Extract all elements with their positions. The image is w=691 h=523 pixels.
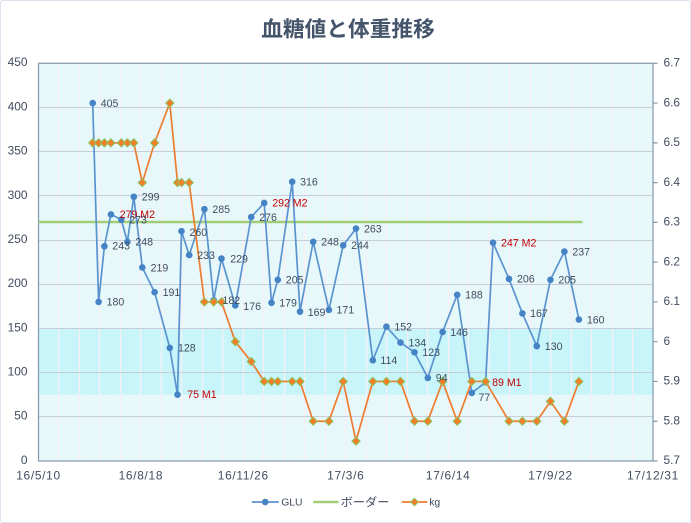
svg-text:134: 134 [409, 337, 427, 349]
svg-text:400: 400 [8, 99, 28, 113]
svg-text:94: 94 [436, 373, 448, 385]
svg-text:229: 229 [230, 253, 248, 265]
svg-text:260: 260 [190, 227, 208, 239]
svg-text:350: 350 [8, 144, 28, 158]
svg-text:17/6/14: 17/6/14 [426, 469, 471, 483]
svg-text:5.9: 5.9 [664, 374, 681, 388]
svg-text:5.8: 5.8 [664, 413, 681, 427]
svg-text:146: 146 [450, 327, 468, 339]
svg-text:188: 188 [465, 290, 483, 302]
svg-text:6.5: 6.5 [664, 135, 681, 149]
svg-text:200: 200 [8, 276, 28, 290]
svg-text:89 M1: 89 M1 [492, 377, 522, 389]
svg-text:299: 299 [142, 192, 160, 204]
svg-text:191: 191 [163, 287, 181, 299]
svg-text:kg: kg [429, 498, 440, 509]
svg-text:100: 100 [8, 365, 28, 379]
svg-text:150: 150 [8, 320, 28, 334]
svg-text:130: 130 [545, 341, 563, 353]
svg-text:205: 205 [286, 275, 304, 287]
svg-text:6.4: 6.4 [664, 175, 681, 189]
svg-text:276: 276 [259, 212, 277, 224]
svg-text:237: 237 [572, 246, 590, 258]
svg-text:128: 128 [178, 343, 196, 355]
svg-text:179: 179 [279, 298, 297, 310]
svg-text:247 M2: 247 M2 [501, 238, 536, 250]
svg-text:176: 176 [243, 301, 261, 313]
svg-text:243: 243 [112, 241, 130, 253]
svg-text:5.7: 5.7 [664, 453, 681, 467]
svg-text:0: 0 [21, 453, 28, 467]
svg-text:180: 180 [107, 297, 125, 309]
svg-text:16/11/26: 16/11/26 [218, 469, 269, 483]
svg-text:77: 77 [479, 392, 491, 404]
svg-text:182: 182 [223, 295, 241, 307]
svg-text:285: 285 [212, 204, 230, 216]
svg-text:6.2: 6.2 [664, 254, 681, 268]
svg-text:273: 273 [129, 215, 147, 227]
svg-text:6.7: 6.7 [664, 56, 681, 70]
svg-text:244: 244 [351, 240, 369, 252]
svg-text:6.3: 6.3 [664, 215, 681, 229]
svg-text:152: 152 [394, 321, 412, 333]
svg-text:205: 205 [558, 275, 576, 287]
svg-text:300: 300 [8, 188, 28, 202]
svg-text:316: 316 [300, 177, 318, 189]
svg-text:169: 169 [308, 307, 326, 319]
svg-text:6.1: 6.1 [664, 294, 681, 308]
svg-text:167: 167 [530, 308, 548, 320]
svg-text:171: 171 [337, 305, 355, 317]
svg-text:248: 248 [321, 237, 339, 249]
svg-text:16/8/18: 16/8/18 [119, 469, 164, 483]
svg-text:50: 50 [14, 409, 28, 423]
svg-text:16/5/10: 16/5/10 [16, 469, 61, 483]
svg-text:114: 114 [380, 355, 397, 367]
svg-text:6: 6 [664, 334, 671, 348]
svg-text:206: 206 [517, 274, 535, 286]
svg-text:250: 250 [8, 232, 28, 246]
svg-text:233: 233 [197, 250, 215, 262]
svg-text:17/9/22: 17/9/22 [528, 469, 573, 483]
svg-text:123: 123 [422, 347, 440, 359]
svg-text:17/3/6: 17/3/6 [327, 469, 364, 483]
svg-text:279 M2: 279 M2 [120, 209, 155, 221]
svg-text:GLU: GLU [281, 498, 302, 509]
svg-text:75 M1: 75 M1 [187, 389, 217, 401]
svg-text:160: 160 [587, 314, 605, 326]
svg-text:292 M2: 292 M2 [272, 198, 307, 210]
svg-text:17/12/31: 17/12/31 [627, 469, 679, 483]
svg-text:405: 405 [101, 98, 119, 110]
svg-text:6.6: 6.6 [664, 95, 681, 109]
svg-text:263: 263 [364, 223, 382, 235]
svg-text:248: 248 [135, 237, 153, 249]
svg-text:219: 219 [151, 262, 169, 274]
svg-text:450: 450 [8, 55, 28, 69]
